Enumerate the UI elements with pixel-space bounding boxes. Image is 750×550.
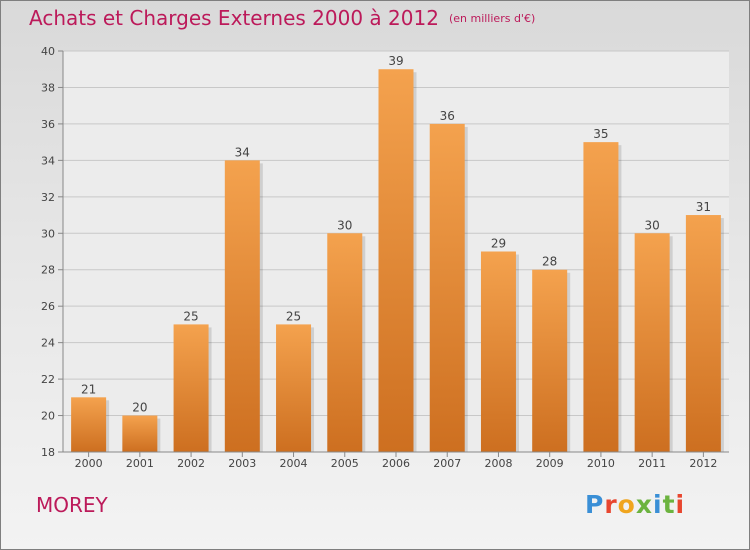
logo-letter: t [662,490,676,519]
data-label: 21 [81,382,96,396]
y-tick-label: 32 [41,191,55,204]
x-tick-label: 2010 [587,457,615,470]
logo-letter: P [585,490,605,519]
x-tick-label: 2004 [280,457,308,470]
bar [276,324,312,452]
x-tick-label: 2008 [484,457,512,470]
bar [224,160,260,452]
x-tick-label: 2009 [536,457,564,470]
bars [71,69,724,453]
bar [173,324,209,452]
place-name: MOREY [36,493,108,517]
bar [71,397,107,452]
x-tick-label: 2005 [331,457,359,470]
proxiti-logo: Proxiti [585,490,685,519]
y-tick-label: 22 [41,373,55,386]
y-tick-label: 26 [41,300,55,313]
data-label: 39 [388,54,403,68]
data-label: 30 [645,218,660,232]
bar [480,251,516,452]
bar [634,233,670,452]
data-label: 20 [132,401,147,415]
bar [327,233,363,452]
y-tick-label: 30 [41,227,55,240]
y-tick-label: 18 [41,446,55,459]
chart-title-text: Achats et Charges Externes 2000 à 2012 [29,6,439,30]
data-label: 25 [183,309,198,323]
data-label: 30 [337,218,352,232]
y-tick-label: 40 [41,45,55,58]
bar [429,123,465,452]
x-tick-label: 2003 [228,457,256,470]
data-labels: 21 20 25 34 25 30 39 36 29 28 35 30 31 [81,54,711,414]
x-tick-label: 2007 [433,457,461,470]
x-tick-label: 2006 [382,457,410,470]
x-tick-label: 2000 [75,457,103,470]
x-tick-label: 2002 [177,457,205,470]
data-label: 35 [593,127,608,141]
bar [378,69,414,453]
logo-letter: i [675,490,686,519]
logo-letter: x [635,490,653,519]
y-axis-ticks: 18 20 22 24 26 28 30 32 34 36 38 40 [41,45,63,459]
bar [583,142,619,453]
logo-letter: o [617,490,636,519]
data-label: 28 [542,255,557,269]
logo-letter: i [653,490,663,519]
x-tick-label: 2011 [638,457,666,470]
y-tick-label: 34 [41,154,55,167]
x-axis-ticks: 2000 2001 2002 2003 2004 2005 2006 2007 2008 2009… [75,452,717,470]
y-tick-label: 28 [41,264,55,277]
x-tick-label: 2012 [689,457,717,470]
y-tick-label: 36 [41,118,55,131]
data-label: 25 [286,309,301,323]
bar [685,215,721,452]
data-label: 29 [491,237,506,251]
data-label: 34 [235,145,250,159]
data-label: 36 [440,109,455,123]
y-tick-label: 38 [41,81,55,94]
y-tick-label: 24 [41,337,55,350]
chart-title: Achats et Charges Externes 2000 à 2012 (e… [29,6,535,30]
bar [532,269,568,452]
x-tick-label: 2001 [126,457,154,470]
data-label: 31 [696,200,711,214]
y-tick-label: 20 [41,410,55,423]
chart-subtitle: (en milliers d'€) [448,12,536,25]
bar [122,415,158,452]
logo-letter: r [604,490,618,519]
